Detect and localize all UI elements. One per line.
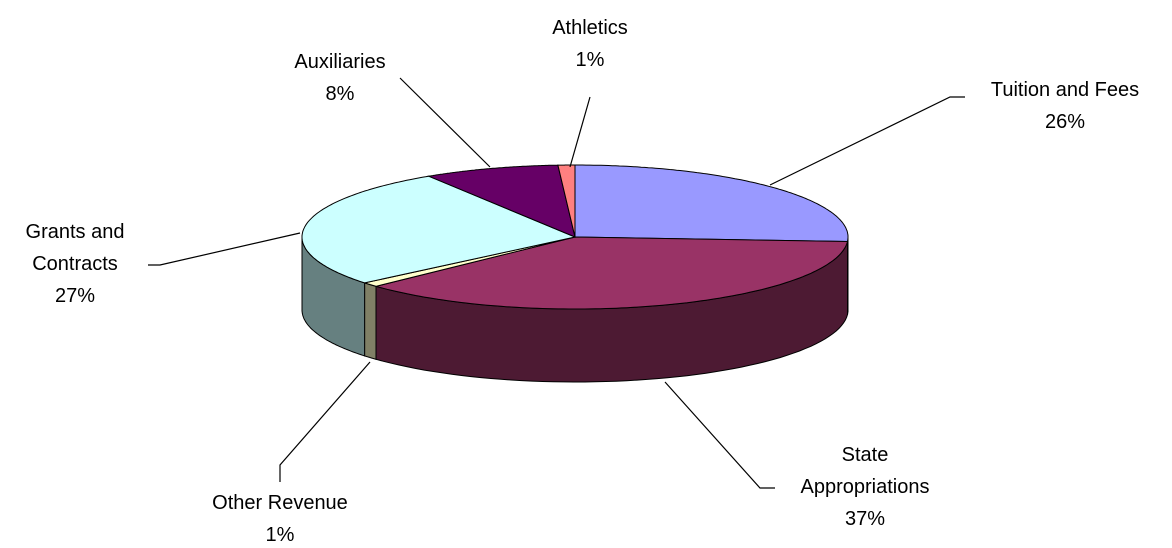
data-label: Other Revenue 1% <box>160 487 400 548</box>
leader-line <box>279 361 371 482</box>
slice <box>574 164 849 243</box>
leader-line <box>148 232 301 266</box>
leader-line <box>664 381 775 489</box>
slice <box>557 164 576 238</box>
value-label: 26% <box>1044 111 1086 133</box>
slice-side <box>364 282 377 361</box>
data-label: Tuition and Fees 26% <box>940 74 1172 138</box>
category-label: Auxiliaries <box>294 51 386 73</box>
slice <box>374 236 849 310</box>
value-label: 1% <box>575 49 605 71</box>
value-label: 27% <box>54 285 96 307</box>
category-label: Athletics <box>552 17 628 39</box>
data-label: Grants and Contracts 27% <box>0 216 150 312</box>
category-label: Grants and Contracts <box>25 221 125 275</box>
slice <box>426 164 576 238</box>
slice <box>301 175 577 284</box>
slice <box>364 236 576 287</box>
category-label: State Appropriations <box>800 444 930 498</box>
value-label: 1% <box>265 524 295 546</box>
value-label: 37% <box>844 508 886 530</box>
leader-line <box>769 96 965 186</box>
category-label: Other Revenue <box>212 492 348 514</box>
data-label: Auxiliaries 8% <box>260 46 420 110</box>
value-label: 8% <box>325 83 355 105</box>
leader-line <box>569 96 591 168</box>
data-label: State Appropriations 37% <box>760 439 970 535</box>
leader-line <box>399 77 491 168</box>
data-label: Athletics 1% <box>520 12 660 76</box>
category-label: Tuition and Fees <box>990 79 1140 101</box>
